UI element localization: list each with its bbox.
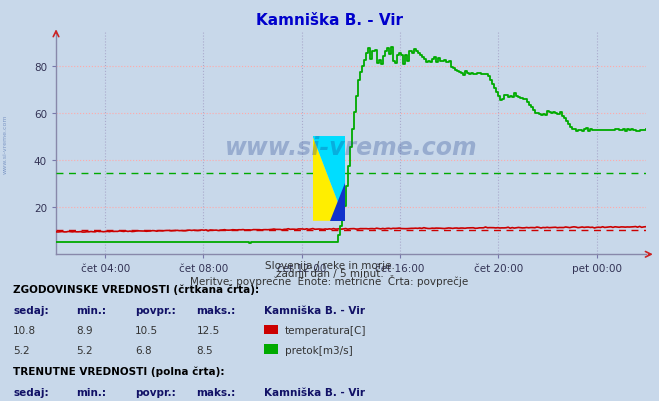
Text: min.:: min.: <box>76 306 106 316</box>
Text: Kamniška B. - Vir: Kamniška B. - Vir <box>256 13 403 28</box>
Text: Meritve: povprečne  Enote: metrične  Črta: povprečje: Meritve: povprečne Enote: metrične Črta:… <box>190 274 469 286</box>
Text: zadnji dan / 5 minut.: zadnji dan / 5 minut. <box>275 268 384 278</box>
Text: temperatura[C]: temperatura[C] <box>285 326 366 336</box>
Text: maks.:: maks.: <box>196 387 236 397</box>
Text: pretok[m3/s]: pretok[m3/s] <box>285 345 353 355</box>
Text: Slovenija / reke in morje.: Slovenija / reke in morje. <box>264 260 395 270</box>
Text: www.si-vreme.com: www.si-vreme.com <box>225 136 477 160</box>
Text: Kamniška B. - Vir: Kamniška B. - Vir <box>264 306 364 316</box>
Text: TRENUTNE VREDNOSTI (polna črta):: TRENUTNE VREDNOSTI (polna črta): <box>13 366 225 377</box>
Text: povpr.:: povpr.: <box>135 387 176 397</box>
Text: 5.2: 5.2 <box>13 345 30 355</box>
Text: sedaj:: sedaj: <box>13 387 49 397</box>
Text: povpr.:: povpr.: <box>135 306 176 316</box>
Text: Kamniška B. - Vir: Kamniška B. - Vir <box>264 387 364 397</box>
Text: ZGODOVINSKE VREDNOSTI (črtkana črta):: ZGODOVINSKE VREDNOSTI (črtkana črta): <box>13 284 259 295</box>
Text: 8.9: 8.9 <box>76 326 92 336</box>
Text: www.si-vreme.com: www.si-vreme.com <box>3 115 8 174</box>
Text: 6.8: 6.8 <box>135 345 152 355</box>
Text: 8.5: 8.5 <box>196 345 213 355</box>
Text: 10.5: 10.5 <box>135 326 158 336</box>
Text: 5.2: 5.2 <box>76 345 92 355</box>
Text: 12.5: 12.5 <box>196 326 219 336</box>
Text: sedaj:: sedaj: <box>13 306 49 316</box>
Text: maks.:: maks.: <box>196 306 236 316</box>
Text: 10.8: 10.8 <box>13 326 36 336</box>
Text: min.:: min.: <box>76 387 106 397</box>
